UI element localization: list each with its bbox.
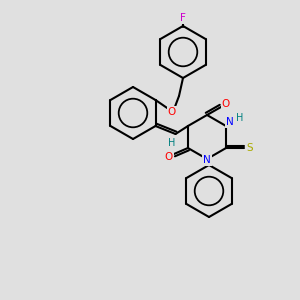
Text: O: O xyxy=(168,107,176,117)
Text: S: S xyxy=(247,143,254,153)
Text: H: H xyxy=(236,113,244,123)
Text: N: N xyxy=(203,155,211,165)
Text: O: O xyxy=(165,152,173,162)
Text: N: N xyxy=(226,117,234,127)
Text: O: O xyxy=(222,99,230,109)
Text: F: F xyxy=(180,13,186,23)
Text: H: H xyxy=(168,138,175,148)
